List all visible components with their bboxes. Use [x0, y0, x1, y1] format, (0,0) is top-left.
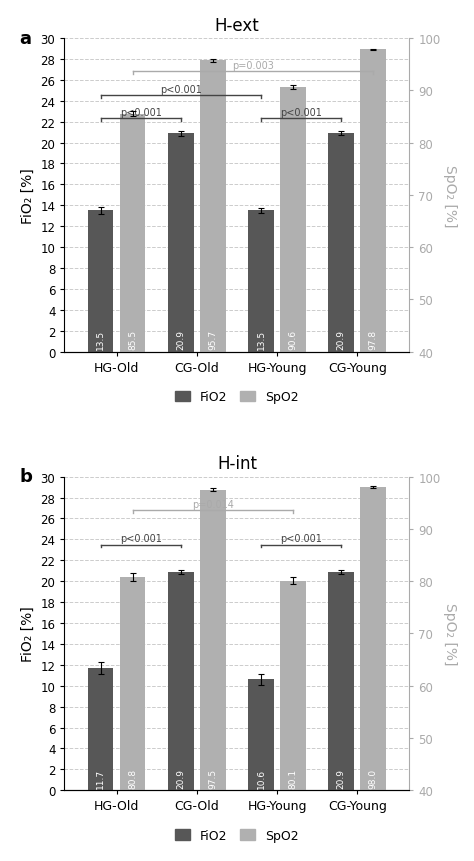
- Text: 11.7: 11.7: [96, 768, 105, 788]
- Text: 97.8: 97.8: [369, 330, 378, 350]
- Bar: [328, 572, 354, 790]
- Bar: [168, 572, 193, 790]
- Bar: [280, 581, 306, 790]
- Legend: FiO2, SpO2: FiO2, SpO2: [170, 386, 304, 409]
- Text: p=0.003: p=0.003: [232, 61, 274, 71]
- Text: 13.5: 13.5: [256, 330, 265, 350]
- Bar: [120, 578, 146, 790]
- Bar: [280, 88, 306, 352]
- Text: 20.9: 20.9: [337, 330, 346, 350]
- Bar: [248, 211, 274, 352]
- Text: 80.1: 80.1: [289, 768, 298, 788]
- Bar: [360, 487, 386, 790]
- Text: p=0.014: p=0.014: [192, 499, 234, 509]
- Text: 80.8: 80.8: [128, 768, 137, 788]
- Text: p<0.001: p<0.001: [120, 108, 162, 118]
- Text: p<0.001: p<0.001: [120, 534, 162, 543]
- Bar: [88, 668, 113, 790]
- Bar: [120, 115, 146, 352]
- Text: 20.9: 20.9: [176, 330, 185, 350]
- Text: a: a: [19, 29, 32, 47]
- Bar: [248, 679, 274, 790]
- Text: 20.9: 20.9: [337, 768, 346, 788]
- Bar: [168, 134, 193, 352]
- Bar: [360, 51, 386, 352]
- Bar: [200, 61, 226, 352]
- Bar: [328, 134, 354, 352]
- Text: b: b: [19, 468, 32, 486]
- Bar: [200, 490, 226, 790]
- Text: 98.0: 98.0: [369, 768, 378, 788]
- Text: 10.6: 10.6: [256, 768, 265, 788]
- Y-axis label: SpO₂ [%]: SpO₂ [%]: [443, 603, 457, 665]
- Text: p<0.001: p<0.001: [280, 534, 322, 543]
- Y-axis label: SpO₂ [%]: SpO₂ [%]: [443, 164, 457, 226]
- Text: 95.7: 95.7: [209, 330, 218, 350]
- Text: 85.5: 85.5: [128, 330, 137, 350]
- Title: H-int: H-int: [217, 455, 257, 473]
- Text: 97.5: 97.5: [209, 768, 218, 788]
- Text: 20.9: 20.9: [176, 768, 185, 788]
- Y-axis label: FiO₂ [%]: FiO₂ [%]: [21, 168, 35, 223]
- Text: p<0.001: p<0.001: [280, 108, 322, 118]
- Legend: FiO2, SpO2: FiO2, SpO2: [170, 824, 304, 846]
- Bar: [88, 211, 113, 352]
- Y-axis label: FiO₂ [%]: FiO₂ [%]: [21, 606, 35, 661]
- Text: 90.6: 90.6: [289, 330, 298, 350]
- Text: p<0.001: p<0.001: [160, 85, 201, 95]
- Title: H-ext: H-ext: [215, 16, 259, 34]
- Text: 13.5: 13.5: [96, 330, 105, 350]
